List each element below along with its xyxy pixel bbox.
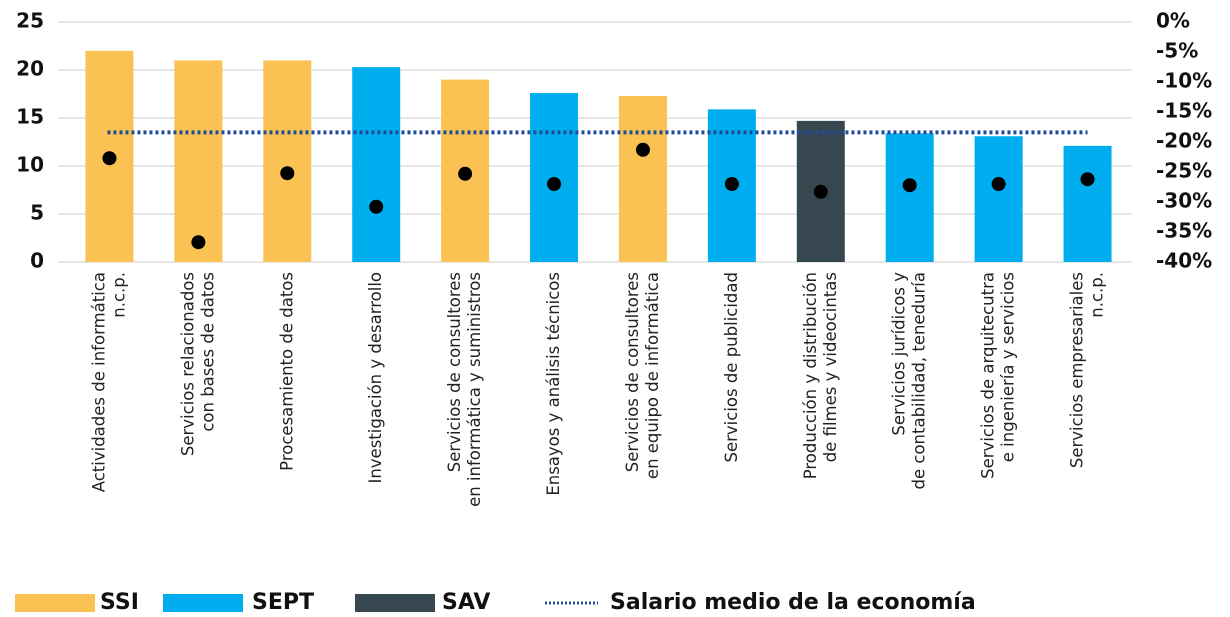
- bar: [1063, 145, 1112, 262]
- x-tick-line: Servicios de arquitecutra: [978, 272, 997, 479]
- y2-tick-label: -35%: [1156, 219, 1212, 243]
- dot: [724, 177, 739, 191]
- y-tick-label: 5: [30, 201, 44, 225]
- x-tick-line: Servicios de consultores: [445, 272, 464, 472]
- dot: [991, 177, 1006, 191]
- x-tick-label: Producción y distribuciónde filmes y vid…: [800, 272, 839, 479]
- y2-tick-label: -5%: [1156, 39, 1198, 63]
- bar: [352, 67, 401, 263]
- x-tick-line: n.c.p.: [1087, 272, 1106, 318]
- dot: [102, 151, 117, 166]
- x-tick-line: en equipo de informática: [642, 272, 661, 479]
- legend-swatch: [15, 594, 95, 612]
- x-tick-line: en informática y suministros: [465, 272, 484, 507]
- y2-tick-label: -40%: [1156, 249, 1212, 273]
- bar: [885, 133, 934, 262]
- y2-tick-label: -25%: [1156, 159, 1212, 183]
- dot: [902, 178, 917, 193]
- dot: [191, 235, 206, 250]
- x-tick-line: de filmes y videocintas: [820, 272, 839, 462]
- x-tick-label: Ensayos y análisis técnicos: [544, 272, 563, 496]
- legend-label: SAV: [442, 590, 490, 615]
- y-tick-label: 25: [16, 9, 44, 33]
- y-tick-label: 20: [16, 57, 44, 81]
- x-tick-label: Servicios jurídicos yde contabilidad, te…: [889, 272, 928, 490]
- x-tick-label: Servicios empresarialesn.c.p.: [1067, 272, 1106, 468]
- x-tick-line: Servicios jurídicos y: [889, 272, 908, 436]
- x-tick-line: de contabilidad, teneduría: [909, 272, 928, 490]
- x-tick-line: Actividades de informática: [89, 272, 108, 492]
- y2-tick-label: -30%: [1156, 189, 1212, 213]
- dot: [280, 166, 295, 181]
- x-tick-label: Servicios de consultoresen equipo de inf…: [622, 272, 661, 479]
- y-tick-label: 10: [16, 153, 44, 177]
- y2-tick-label: -15%: [1156, 99, 1212, 123]
- dot: [458, 166, 473, 181]
- dot: [1080, 172, 1095, 187]
- bar: [618, 95, 667, 262]
- x-tick-label: Actividades de informátican.c.p.: [89, 272, 128, 492]
- dot: [547, 177, 562, 191]
- x-tick-line: Servicios empresariales: [1067, 272, 1086, 468]
- x-tick-line: Producción y distribución: [800, 272, 819, 479]
- dot: [369, 199, 384, 214]
- x-tick-label: Servicios de arquitecutrae ingeniería y …: [978, 272, 1017, 479]
- x-tick-label: Investigación y desarrollo: [366, 272, 385, 484]
- x-tick-label: Servicios de consultoresen informática y…: [445, 272, 484, 507]
- bar: [174, 60, 223, 263]
- x-tick-line: Ensayos y análisis técnicos: [544, 272, 563, 496]
- x-tick-line: n.c.p.: [109, 272, 128, 318]
- legend-swatch: [355, 594, 435, 612]
- x-tick-line: Investigación y desarrollo: [366, 272, 385, 484]
- bar: [263, 60, 312, 263]
- x-tick-label: Servicios de publicidad: [721, 272, 740, 463]
- legend-swatch: [163, 594, 243, 612]
- bar: [974, 136, 1023, 262]
- legend-label: SSI: [100, 590, 139, 615]
- y-tick-label: 15: [16, 105, 44, 129]
- y2-tick-label: -20%: [1156, 129, 1212, 153]
- x-tick-line: Servicios relacionados: [178, 272, 197, 456]
- legend-label: SEPT: [252, 590, 314, 615]
- x-tick-line: Servicios de publicidad: [721, 272, 740, 463]
- x-tick-label: Servicios relacionadoscon bases de datos: [178, 272, 217, 456]
- dot: [813, 184, 828, 199]
- y2-tick-label: -10%: [1156, 69, 1212, 93]
- dot: [635, 142, 650, 157]
- legend-label: Salario medio de la economía: [610, 590, 976, 615]
- x-tick-line: e ingeniería y servicios: [998, 272, 1017, 462]
- x-tick-line: con bases de datos: [198, 272, 217, 432]
- x-tick-label: Procesamiento de datos: [277, 272, 296, 471]
- x-tick-line: Procesamiento de datos: [277, 272, 296, 471]
- y2-tick-label: 0%: [1156, 9, 1190, 33]
- x-tick-line: Servicios de consultores: [622, 272, 641, 472]
- y-tick-label: 0: [30, 249, 44, 273]
